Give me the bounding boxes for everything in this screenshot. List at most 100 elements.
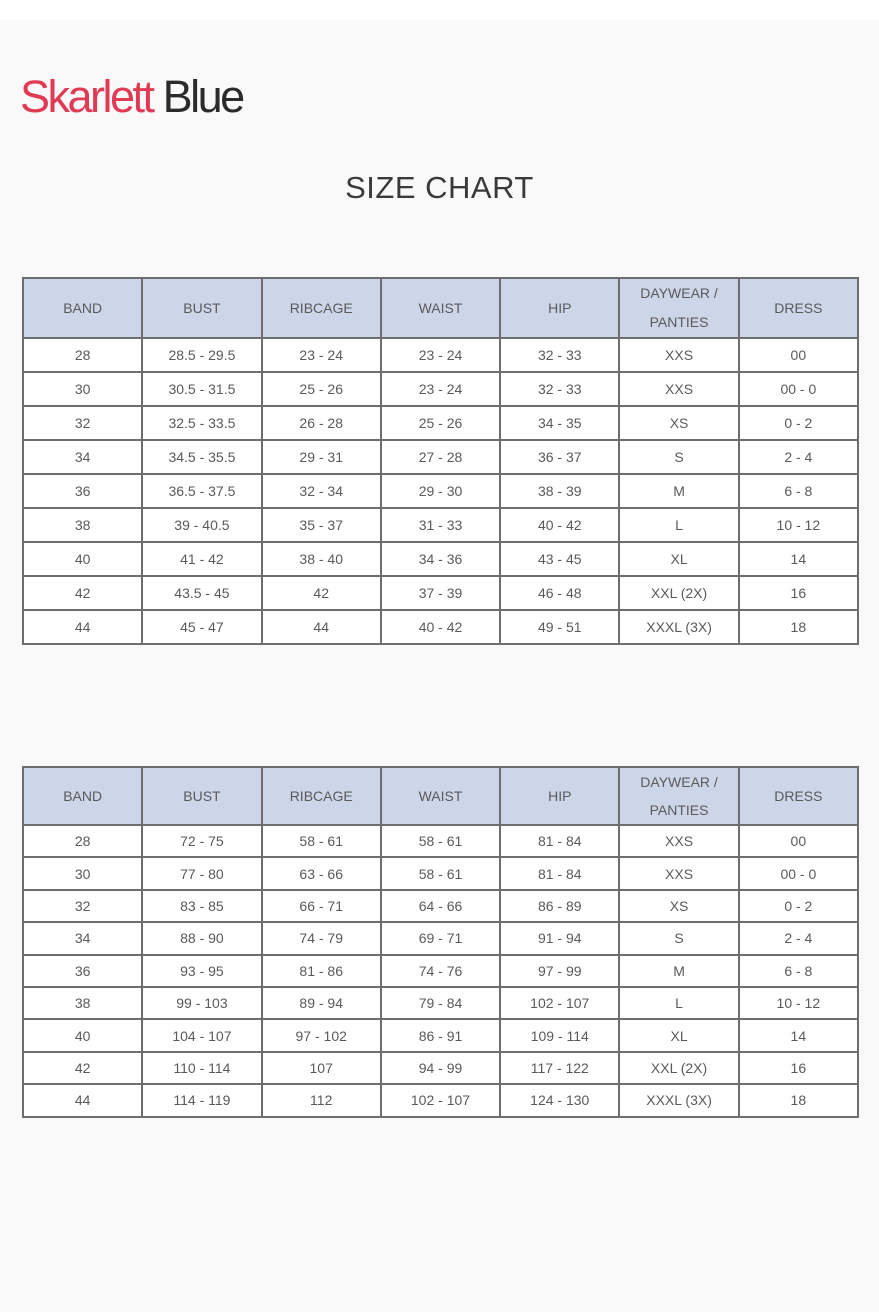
table-cell: 40	[21, 1018, 144, 1053]
table-cell: XL	[618, 1018, 740, 1053]
table-cell: 40 - 42	[499, 507, 621, 543]
table-cell: 39 - 40.5	[141, 507, 263, 543]
table-row: 32 83 - 85 66 - 71 64 - 66 86 - 89 XS 0 - 2	[21, 888, 860, 924]
table-cell: L	[618, 985, 740, 1021]
table-cell: 6 - 8	[737, 473, 860, 509]
table-cell: 42	[21, 1050, 144, 1086]
table-cell: M	[618, 473, 740, 509]
table-cell: 28	[21, 823, 144, 859]
table-cell: 49 - 51	[499, 609, 621, 645]
table-cell: 30	[21, 856, 144, 891]
table-cell: 74 - 76	[379, 953, 502, 988]
table-cell: 00 - 0	[737, 371, 860, 407]
table-cell: 29 - 30	[379, 473, 502, 509]
column-header: BUST	[141, 766, 263, 826]
table-row: 42 43.5 - 45 42 37 - 39 46 - 48 XXL (2X) 16	[21, 575, 860, 611]
table-cell: XXS	[618, 337, 740, 373]
table-cell: 86 - 91	[379, 1018, 502, 1053]
table-cell: 66 - 71	[260, 888, 382, 924]
table-row: 34 34.5 - 35.5 29 - 31 27 - 28 36 - 37 S 2 - 4	[21, 439, 860, 475]
table-cell: 124 - 130	[499, 1083, 621, 1118]
logo-part-1: Skarlett	[20, 71, 155, 122]
column-header: HIP	[499, 766, 621, 826]
column-header: HIP	[499, 277, 621, 339]
table-cell: 14	[737, 1018, 860, 1053]
table-cell: XXS	[618, 856, 740, 891]
table-row: 40 104 - 107 97 - 102 86 - 91 109 - 114 XL 14	[21, 1018, 860, 1053]
table-row: 30 77 - 80 63 - 66 58 - 61 81 - 84 XXS 00 - 0	[21, 856, 860, 891]
column-header: BAND	[21, 766, 144, 826]
table-cell: 32 - 33	[499, 337, 621, 373]
table-cell: S	[618, 921, 740, 956]
table-cell: 25 - 26	[260, 371, 382, 407]
column-header: BUST	[141, 277, 263, 339]
table-cell: 23 - 24	[260, 337, 382, 373]
table-cell: 81 - 84	[499, 823, 621, 859]
table-cell: 37 - 39	[379, 575, 502, 611]
table-cell: 88 - 90	[141, 921, 263, 956]
table-row: 30 30.5 - 31.5 25 - 26 23 - 24 32 - 33 XXS 00 …	[21, 371, 860, 407]
table-cell: 6 - 8	[737, 953, 860, 988]
table-cell: 36	[21, 953, 144, 988]
table-cell: 36 - 37	[499, 439, 621, 475]
table-cell: 32 - 33	[499, 371, 621, 407]
table-cell: 29 - 31	[260, 439, 382, 475]
table-cell: 32 - 34	[260, 473, 382, 509]
table-cell: 32	[21, 888, 144, 924]
table-cell: 77 - 80	[141, 856, 263, 891]
table-cell: 40	[21, 541, 144, 577]
table-cell: 28	[21, 337, 144, 373]
table-cell: 35 - 37	[260, 507, 382, 543]
page-title: SIZE CHART	[345, 170, 534, 205]
header-line: PANTIES	[649, 802, 709, 818]
table-cell: 58 - 61	[379, 823, 502, 859]
size-table-cm: BAND BUST RIBCAGE WAIST HIP DAYWEAR / PANTIES D…	[21, 766, 860, 1118]
table-cell: XL	[618, 541, 740, 577]
table-cell: 102 - 107	[379, 1083, 502, 1118]
table-cell: 58 - 61	[379, 856, 502, 891]
table-cell: 44	[260, 609, 382, 645]
table-row: 32 32.5 - 33.5 26 - 28 25 - 26 34 - 35 XS 0 - …	[21, 405, 860, 441]
table-cell: 38 - 40	[260, 541, 382, 577]
table-row: 28 72 - 75 58 - 61 58 - 61 81 - 84 XXS 00	[21, 823, 860, 859]
column-header: DRESS	[737, 277, 860, 339]
header-line: DAYWEAR /	[640, 285, 718, 301]
table-cell: 117 - 122	[499, 1050, 621, 1086]
column-header: WAIST	[379, 766, 502, 826]
table-row: 40 41 - 42 38 - 40 34 - 36 43 - 45 XL 14	[21, 541, 860, 577]
table-row: 42 110 - 114 107 94 - 99 117 - 122 XXL (2X) 16	[21, 1050, 860, 1086]
table-cell: 28.5 - 29.5	[141, 337, 263, 373]
table-cell: 41 - 42	[141, 541, 263, 577]
table-cell: 81 - 84	[499, 856, 621, 891]
table-row: 44 45 - 47 44 40 - 42 49 - 51 XXXL (3X) 18	[21, 609, 860, 645]
table-cell: 27 - 28	[379, 439, 502, 475]
table-cell: 42	[260, 575, 382, 611]
table-cell: XXS	[618, 371, 740, 407]
table-cell: 10 - 12	[737, 985, 860, 1021]
table-cell: 38	[21, 985, 144, 1021]
table-cell: 34.5 - 35.5	[141, 439, 263, 475]
table-row: 36 36.5 - 37.5 32 - 34 29 - 30 38 - 39 M 6 - 8	[21, 473, 860, 509]
table-cell: L	[618, 507, 740, 543]
table-row: 28 28.5 - 29.5 23 - 24 23 - 24 32 - 33 XXS 00	[21, 337, 860, 373]
table-row: 38 99 - 103 89 - 94 79 - 84 102 - 107 L 10 - 1…	[21, 985, 860, 1021]
table-cell: 97 - 99	[499, 953, 621, 988]
column-header: DAYWEAR / PANTIES	[618, 766, 740, 826]
table-cell: 45 - 47	[141, 609, 263, 645]
table-cell: 44	[21, 1083, 144, 1118]
table-cell: 69 - 71	[379, 921, 502, 956]
column-header: RIBCAGE	[260, 766, 382, 826]
table-cell: 18	[737, 609, 860, 645]
table-cell: 109 - 114	[499, 1018, 621, 1053]
table-cell: 00	[737, 823, 860, 859]
table-cell: 93 - 95	[141, 953, 263, 988]
table-cell: 16	[737, 1050, 860, 1086]
table-cell: 43.5 - 45	[141, 575, 263, 611]
table-cell: 34	[21, 439, 144, 475]
table-cell: 114 - 119	[141, 1083, 263, 1118]
header-row: BAND BUST RIBCAGE WAIST HIP DAYWEAR / PANTIES D…	[21, 277, 860, 339]
table-cell: 14	[737, 541, 860, 577]
table-cell: 42	[21, 575, 144, 611]
table-row: 34 88 - 90 74 - 79 69 - 71 91 - 94 S 2 - 4	[21, 921, 860, 956]
table-cell: 81 - 86	[260, 953, 382, 988]
